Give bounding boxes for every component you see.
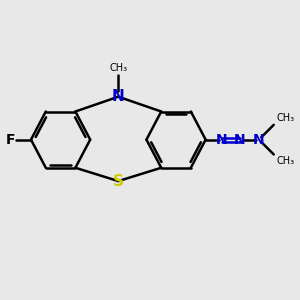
- Text: N: N: [253, 133, 265, 147]
- Text: CH₃: CH₃: [277, 113, 295, 123]
- Text: F: F: [5, 133, 15, 147]
- Text: N: N: [234, 133, 245, 147]
- Text: CH₃: CH₃: [109, 63, 128, 73]
- Text: S: S: [113, 174, 124, 189]
- Text: N: N: [216, 133, 228, 147]
- Text: N: N: [112, 89, 125, 104]
- Text: CH₃: CH₃: [277, 156, 295, 166]
